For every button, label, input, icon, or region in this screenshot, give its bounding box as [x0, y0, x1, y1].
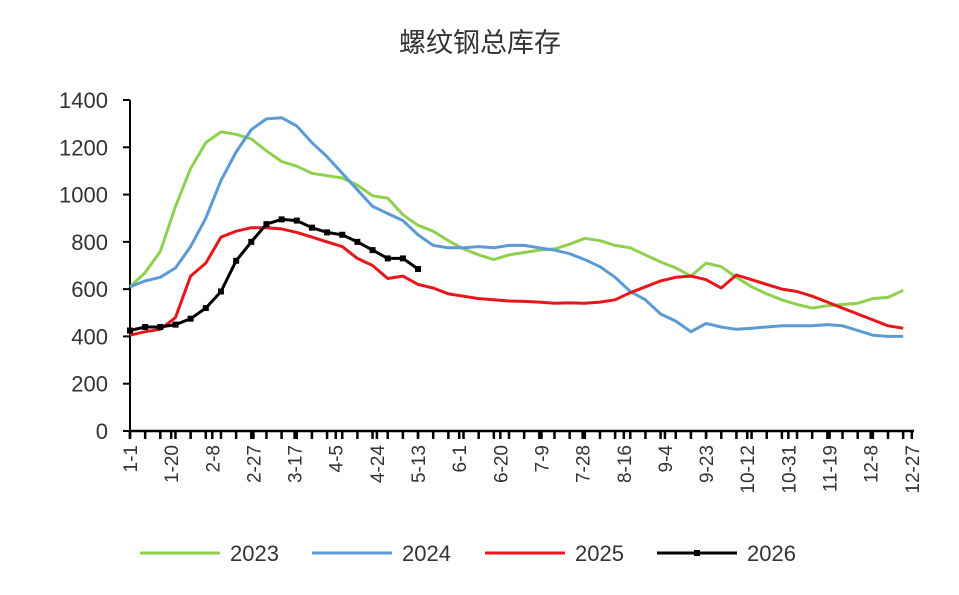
x-tick-label: 10-12 [738, 445, 759, 494]
point-marker [415, 266, 422, 273]
point-marker [399, 255, 406, 262]
series-line [128, 130, 904, 310]
y-tick-label: 200 [71, 372, 108, 397]
point-marker [248, 238, 255, 245]
x-tick-label: 3-17 [286, 445, 307, 483]
y-tick-label: 0 [96, 419, 108, 444]
legend-label: 2023 [230, 541, 279, 566]
y-tick-label: 1000 [59, 183, 108, 208]
point-marker [187, 315, 194, 322]
point-marker [308, 224, 315, 231]
point-marker [233, 257, 240, 264]
x-tick-label: 5-13 [409, 445, 430, 483]
x-tick-label: 9-4 [656, 445, 677, 473]
x-tick-label: 7-28 [574, 445, 595, 483]
point-marker [172, 321, 179, 328]
x-tick-label: 2-27 [244, 445, 265, 483]
x-tick-label: 10-31 [779, 445, 800, 494]
legend-marker [694, 550, 700, 556]
series-line [129, 226, 904, 337]
y-tick-label: 1200 [59, 135, 108, 160]
point-marker [339, 231, 346, 238]
x-tick-label: 2-8 [203, 445, 224, 472]
point-marker [369, 247, 376, 254]
point-marker [263, 221, 270, 228]
point-marker [217, 288, 224, 295]
y-tick-label: 1400 [59, 88, 108, 113]
x-tick-label: 12-27 [903, 445, 924, 494]
point-marker [278, 216, 285, 223]
point-marker [142, 323, 149, 330]
x-tick-label: 1-1 [121, 445, 142, 472]
x-tick-label: 12-8 [862, 445, 883, 483]
point-marker [293, 217, 300, 224]
point-marker [384, 255, 391, 262]
legend-label: 2026 [747, 541, 796, 566]
point-marker [127, 327, 133, 334]
legend-label: 2024 [402, 541, 451, 566]
x-tick-label: 6-20 [491, 445, 512, 483]
x-tick-label: 7-9 [532, 445, 553, 472]
legend-label: 2025 [575, 541, 624, 566]
point-marker [157, 323, 164, 330]
y-tick-label: 600 [71, 277, 108, 302]
chart-title: 螺纹钢总库存 [399, 28, 561, 58]
x-tick-label: 4-5 [327, 445, 348, 472]
y-tick-label: 400 [71, 324, 108, 349]
x-tick-label: 9-23 [697, 445, 718, 483]
series-line [129, 116, 904, 338]
point-marker [354, 238, 361, 245]
point-marker [324, 229, 331, 236]
y-tick-label: 800 [71, 230, 108, 255]
x-tick-label: 6-1 [450, 445, 471, 472]
x-tick-label: 1-20 [162, 445, 183, 483]
x-tick-label: 4-24 [368, 445, 389, 483]
point-marker [202, 305, 209, 312]
series-line [129, 217, 419, 332]
x-tick-label: 11-19 [821, 445, 842, 492]
x-tick-label: 8-16 [615, 445, 636, 483]
